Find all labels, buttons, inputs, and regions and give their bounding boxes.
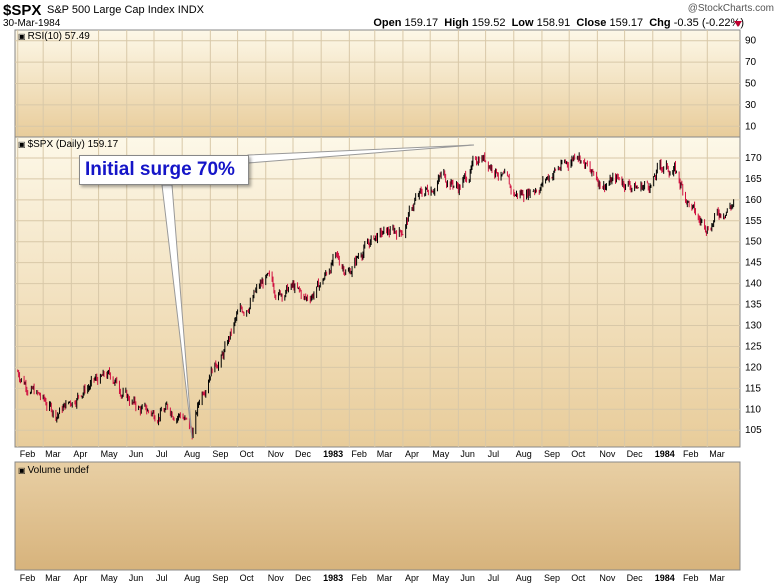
x-tick-label: 1984 bbox=[655, 449, 675, 459]
down-arrow-icon bbox=[734, 21, 742, 27]
x-tick-label: Jun bbox=[129, 449, 144, 459]
x-tick-label: Aug bbox=[184, 573, 200, 583]
price-tick-label: 150 bbox=[745, 237, 762, 248]
x-tick-label: Apr bbox=[73, 449, 87, 459]
x-tick-label: Sep bbox=[212, 573, 228, 583]
x-tick-label: Mar bbox=[377, 449, 393, 459]
x-tick-label: Sep bbox=[544, 449, 560, 459]
x-tick-label: Feb bbox=[351, 573, 367, 583]
x-tick-label: Nov bbox=[599, 449, 616, 459]
price-tick-label: 160 bbox=[745, 195, 762, 206]
x-tick-label: Jul bbox=[488, 449, 500, 459]
ticker-symbol: $SPX bbox=[3, 2, 42, 19]
price-tick-label: 155 bbox=[745, 216, 762, 227]
x-tick-label: Oct bbox=[571, 573, 586, 583]
x-tick-label: Oct bbox=[240, 573, 255, 583]
x-tick-label: May bbox=[101, 449, 119, 459]
x-axis-price: Feb Mar Apr May Jun Jul Aug Sep Oct Nov Dec 1983 Feb… bbox=[20, 449, 725, 459]
rsi-tick-label: 30 bbox=[745, 100, 757, 111]
price-tick-label: 105 bbox=[745, 425, 762, 436]
price-tick-label: 140 bbox=[745, 279, 762, 290]
x-tick-label: Mar bbox=[377, 573, 393, 583]
x-tick-label: Jun bbox=[460, 449, 475, 459]
price-bars bbox=[17, 152, 735, 440]
x-tick-label: May bbox=[432, 573, 450, 583]
x-tick-label: 1983 bbox=[323, 573, 343, 583]
price-tick-label: 170 bbox=[745, 153, 762, 164]
chart-date: 30-Mar-1984 bbox=[3, 18, 61, 29]
rsi-tick-label: 70 bbox=[745, 57, 757, 68]
x-tick-label: Feb bbox=[683, 449, 699, 459]
panel-menu-icon[interactable]: ▣ bbox=[18, 140, 26, 149]
chart-header: $SPX S&P 500 Large Cap Index INDX 30-Mar… bbox=[0, 0, 780, 30]
price-tick-label: 125 bbox=[745, 341, 762, 352]
x-tick-label: Mar bbox=[709, 573, 725, 583]
x-tick-label: Feb bbox=[20, 449, 36, 459]
x-tick-label: 1984 bbox=[655, 573, 675, 583]
x-tick-label: Apr bbox=[405, 449, 419, 459]
x-tick-label: May bbox=[432, 449, 450, 459]
price-tick-label: 165 bbox=[745, 174, 762, 185]
volume-panel bbox=[14, 461, 741, 571]
x-tick-label: Dec bbox=[627, 573, 644, 583]
x-tick-label: Jun bbox=[129, 573, 144, 583]
x-tick-label: Apr bbox=[73, 573, 87, 583]
x-tick-label: Feb bbox=[20, 573, 36, 583]
x-tick-label: Nov bbox=[599, 573, 616, 583]
x-tick-label: Dec bbox=[295, 573, 312, 583]
x-tick-label: Jul bbox=[156, 573, 168, 583]
volume-panel-label: ▣ Volume undef bbox=[18, 465, 89, 476]
x-tick-label: Oct bbox=[571, 449, 586, 459]
rsi-tick-label: 10 bbox=[745, 121, 757, 132]
panel-menu-icon[interactable]: ▣ bbox=[18, 466, 26, 475]
ohlc-readout: Open 159.17 High 159.52 Low 158.91 Close… bbox=[373, 17, 744, 29]
x-tick-label: Dec bbox=[295, 449, 312, 459]
x-tick-label: Feb bbox=[683, 573, 699, 583]
x-tick-label: Nov bbox=[268, 573, 285, 583]
price-tick-label: 130 bbox=[745, 321, 762, 332]
x-tick-label: Sep bbox=[544, 573, 560, 583]
x-tick-label: Oct bbox=[240, 449, 255, 459]
x-tick-label: Nov bbox=[268, 449, 285, 459]
x-tick-label: Jul bbox=[156, 449, 168, 459]
price-tick-label: 110 bbox=[745, 404, 761, 415]
x-tick-label: May bbox=[101, 573, 119, 583]
copyright-text: @StockCharts.com bbox=[687, 3, 774, 14]
x-tick-label: 1983 bbox=[323, 449, 343, 459]
x-tick-label: Feb bbox=[351, 449, 367, 459]
x-tick-label: Aug bbox=[516, 449, 532, 459]
x-tick-label: Aug bbox=[516, 573, 532, 583]
volume-plot-area bbox=[14, 461, 741, 571]
x-tick-label: Mar bbox=[45, 573, 61, 583]
x-tick-label: Jun bbox=[460, 573, 475, 583]
rsi-tick-label: 90 bbox=[745, 36, 757, 47]
x-tick-label: Jul bbox=[488, 573, 500, 583]
price-panel-label: ▣ $SPX (Daily) 159.17 bbox=[18, 139, 119, 150]
x-tick-label: Mar bbox=[45, 449, 61, 459]
security-name: S&P 500 Large Cap Index INDX bbox=[47, 4, 204, 16]
x-tick-label: Dec bbox=[627, 449, 644, 459]
pointer-to-low bbox=[161, 184, 193, 439]
annotation-pointer bbox=[161, 144, 475, 439]
price-tick-label: 120 bbox=[745, 362, 762, 373]
rsi-panel-label: ▣ RSI(10) 57.49 bbox=[18, 31, 90, 42]
rsi-tick-label: 50 bbox=[745, 79, 757, 90]
x-tick-label: Mar bbox=[709, 449, 725, 459]
price-panel: 105 110 115 120 125 130 135 140 145 150 155 160 165 1… bbox=[14, 136, 762, 448]
rsi-panel: 10 30 50 70 90 bbox=[14, 29, 757, 138]
x-tick-label: Sep bbox=[212, 449, 228, 459]
x-axis-volume: Feb Mar Apr May Jun Jul Aug Sep Oct Nov Dec 1983 Feb… bbox=[20, 573, 725, 583]
x-tick-label: Aug bbox=[184, 449, 200, 459]
price-tick-label: 135 bbox=[745, 300, 762, 311]
price-plot-area bbox=[14, 136, 741, 448]
panel-menu-icon[interactable]: ▣ bbox=[18, 32, 26, 41]
price-tick-label: 145 bbox=[745, 258, 762, 269]
x-tick-label: Apr bbox=[405, 573, 419, 583]
price-tick-label: 115 bbox=[745, 383, 761, 394]
annotation-box[interactable]: Initial surge 70% bbox=[79, 155, 249, 185]
